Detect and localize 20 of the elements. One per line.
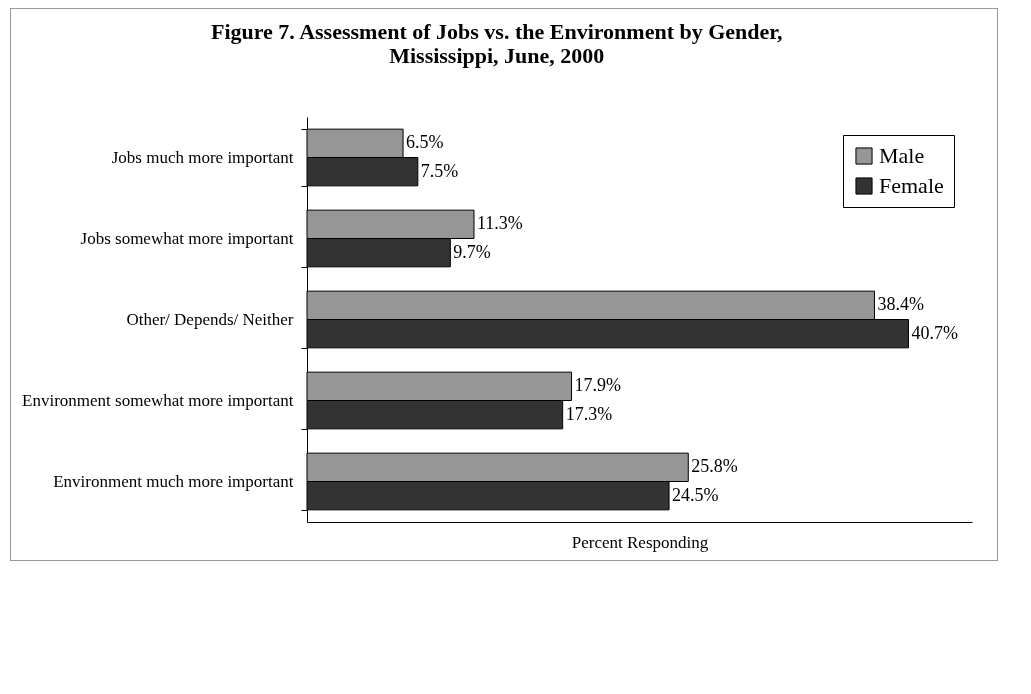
y-tick-label: Environment somewhat more important	[22, 391, 294, 410]
data-label: 11.3%	[476, 213, 523, 234]
x-axis-title: Percent Responding	[571, 532, 709, 552]
data-label: 24.5%	[672, 484, 719, 505]
data-label: 25.8%	[691, 456, 738, 477]
legend-label: Male	[879, 143, 925, 168]
data-label: 9.7%	[453, 241, 491, 262]
text: Mississippi, June, 2000	[389, 43, 605, 68]
data-label: 7.5%	[420, 160, 459, 181]
data-label: 6.5%	[406, 132, 444, 153]
y-tick-label: Environment much more important	[53, 472, 294, 491]
y-tick-label: Jobs somewhat more important	[80, 229, 294, 248]
data-label: 40.7%	[911, 322, 958, 343]
data-label: 38.4%	[877, 294, 924, 315]
y-tick-label: Jobs much more important	[111, 148, 294, 167]
data-label: 17.3%	[565, 403, 613, 424]
y-tick-label: Other/ Depends/ Neither	[126, 310, 294, 329]
text: Figure 7. Assessment of Jobs vs. the Environment by Gender,	[210, 19, 783, 44]
legend-label: Female	[879, 173, 944, 198]
data-label: 17.9%	[574, 375, 622, 396]
